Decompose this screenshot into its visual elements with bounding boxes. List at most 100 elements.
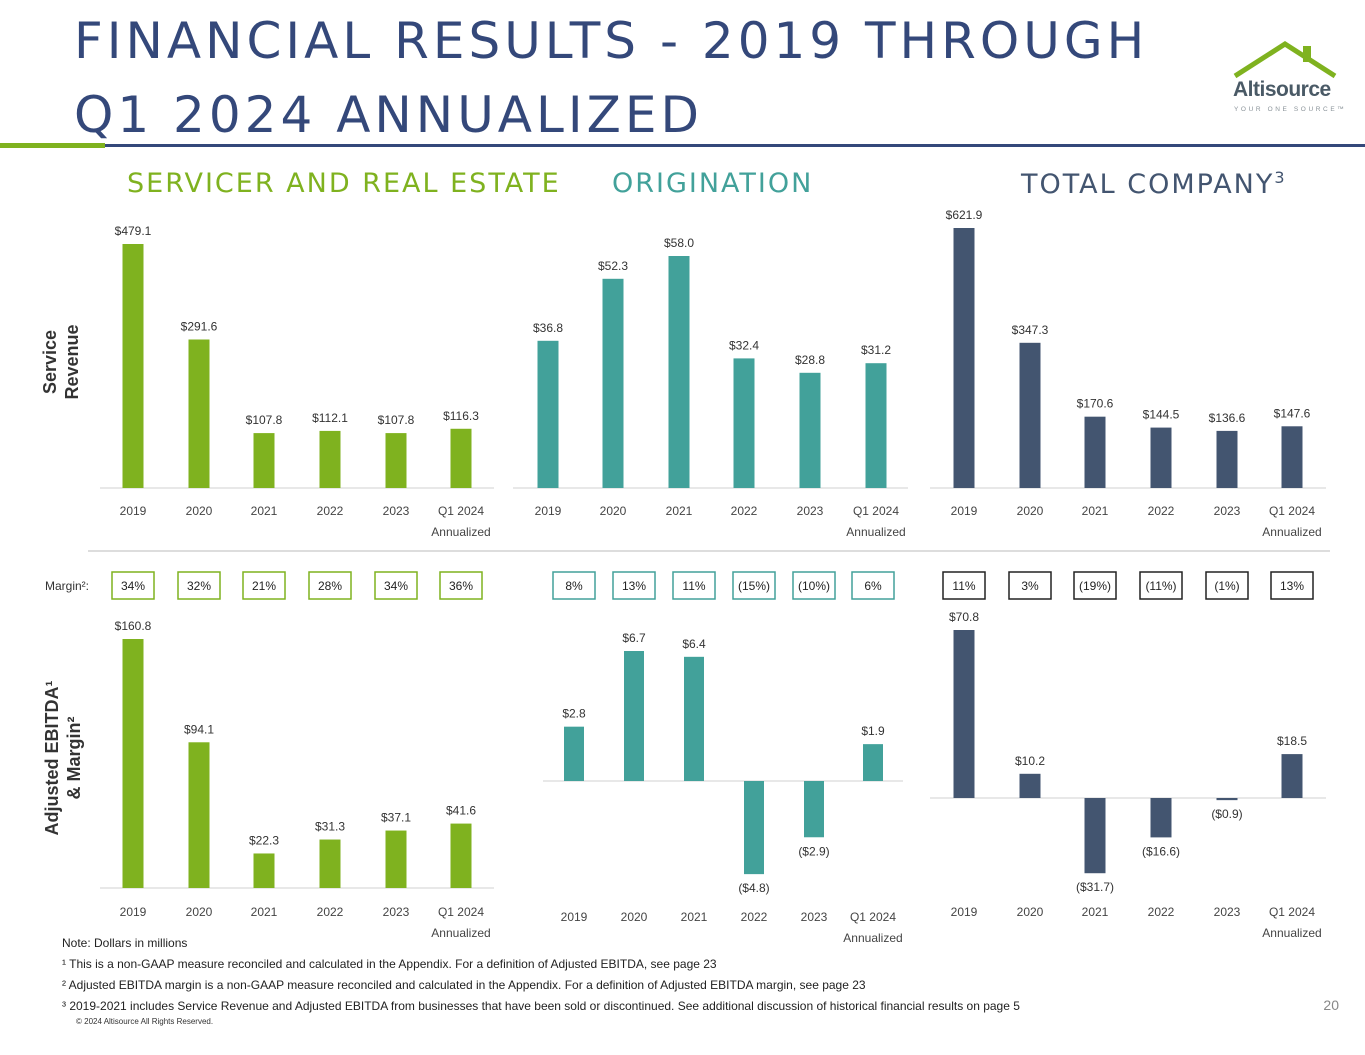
bar [450, 823, 472, 888]
margin-value: 36% [449, 579, 473, 593]
category-label: 2019 [120, 504, 147, 518]
bar [1084, 416, 1106, 488]
data-label: ($2.9) [798, 844, 829, 858]
margin-value: 11% [682, 579, 705, 593]
category-label: 2022 [1148, 504, 1175, 518]
margin-box [1008, 571, 1052, 600]
data-label: $41.6 [446, 804, 476, 818]
margin-value: 13% [622, 579, 646, 593]
margin-box [1205, 571, 1249, 600]
data-label: $31.2 [861, 343, 891, 357]
margin-value: (11%) [1145, 579, 1176, 593]
data-label: $112.1 [312, 411, 348, 425]
category-label: 2019 [120, 905, 147, 919]
category-label: 2020 [186, 905, 213, 919]
category-label: Q1 2024 Annualized [1262, 504, 1321, 539]
altisource-logo: Altisource YOUR ONE SOURCE™ [1225, 40, 1345, 120]
data-label: $136.6 [1209, 411, 1246, 425]
category-label: 2020 [621, 910, 648, 924]
category-label: Q1 2024 Annualized [431, 504, 490, 539]
category-label: 2021 [251, 504, 278, 518]
data-label: $37.1 [381, 811, 411, 825]
data-label: $22.3 [249, 833, 279, 847]
header-rule [0, 143, 1365, 148]
footnote-note: Note: Dollars in millions [62, 936, 188, 950]
data-label: $18.5 [1277, 734, 1307, 748]
margin-box [732, 571, 776, 600]
data-label: $28.8 [795, 353, 825, 367]
category-label: 2021 [251, 905, 278, 919]
bar [1281, 754, 1303, 798]
margin-box [1270, 571, 1314, 600]
bar [319, 430, 341, 488]
margin-box [242, 571, 286, 600]
bar [1216, 430, 1238, 488]
footnote-marker: 3 [1274, 168, 1287, 187]
data-label: ($4.8) [738, 881, 769, 895]
margin-value: (15%) [738, 579, 770, 593]
margin-value: (1%) [1214, 579, 1239, 593]
data-label: ($16.6) [1142, 844, 1180, 858]
bar [953, 630, 975, 798]
margin-box [439, 571, 483, 600]
margin-value: 28% [318, 579, 342, 593]
section-title-servicer: SERVICER AND REAL ESTATE [127, 168, 561, 199]
bar [253, 853, 275, 888]
bar [564, 726, 584, 781]
bar [863, 744, 883, 781]
data-label: $94.1 [184, 722, 214, 736]
footnote-2: ² Adjusted EBITDA margin is a non-GAAP m… [62, 978, 866, 992]
data-label: $116.3 [443, 409, 479, 423]
page-title-line2: Q1 2024 ANNUALIZED [74, 86, 703, 144]
category-label: 2020 [1017, 905, 1044, 919]
section-title-total-company: TOTAL COMPANY3 [1021, 168, 1287, 200]
bar [1150, 427, 1172, 488]
margin-value: 6% [864, 579, 882, 593]
margin-value: (10%) [798, 579, 830, 593]
bar [385, 830, 407, 888]
page-title-line1: FINANCIAL RESULTS - 2019 THROUGH [74, 12, 1149, 70]
margin-value: 3% [1021, 579, 1039, 593]
data-label: $36.8 [533, 321, 563, 335]
bar [684, 656, 704, 781]
bar [799, 372, 821, 488]
data-label: $1.9 [861, 724, 885, 738]
logo-wordmark: Altisource [1233, 78, 1331, 101]
bar [188, 742, 210, 888]
category-label: 2022 [317, 905, 344, 919]
data-label: $6.4 [682, 637, 706, 651]
category-label: 2022 [731, 504, 758, 518]
bar [804, 781, 824, 838]
data-label: $70.8 [949, 610, 979, 624]
category-label: 2023 [801, 910, 828, 924]
data-label: $170.6 [1077, 397, 1114, 411]
data-label: $291.6 [181, 319, 218, 333]
category-label: 2023 [797, 504, 824, 518]
bar [319, 839, 341, 888]
bar [450, 428, 472, 488]
page-number: 20 [1323, 997, 1339, 1013]
section-title-origination: ORIGINATION [612, 168, 814, 199]
margin-value: 21% [252, 579, 276, 593]
bar [1216, 798, 1238, 801]
bar [122, 639, 144, 888]
category-label: Q1 2024 Annualized [846, 504, 905, 539]
margin-box [942, 571, 986, 600]
margin-box [552, 571, 596, 600]
margin-box [308, 571, 352, 600]
bar [733, 358, 755, 488]
bar [385, 433, 407, 488]
margin-value: (19%) [1079, 579, 1111, 593]
data-label: $479.1 [115, 224, 152, 238]
data-label: $31.3 [315, 820, 345, 834]
data-label: $10.2 [1015, 754, 1045, 768]
margin-box [111, 571, 155, 600]
category-label: 2019 [561, 910, 588, 924]
copyright: © 2024 Altisource All Rights Reserved. [76, 1017, 214, 1026]
data-label: $347.3 [1012, 323, 1049, 337]
category-label: 2022 [317, 504, 344, 518]
margin-box [1073, 571, 1117, 600]
data-label: $107.8 [378, 413, 415, 427]
margin-box [792, 571, 836, 600]
category-label: 2019 [951, 905, 978, 919]
